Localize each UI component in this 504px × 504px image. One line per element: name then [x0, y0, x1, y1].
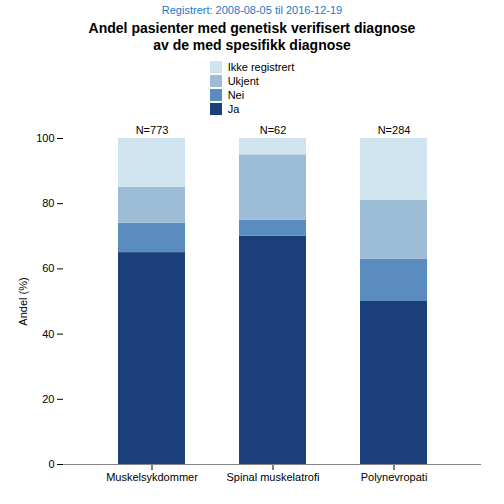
- html-text:Registrert: 2008-08-05 til 201: Registrert: 2008-08-05 til 2016-12-19: [161, 4, 343, 16]
- svg-text:60: 60: [42, 262, 54, 274]
- svg-text:N=62: N=62: [260, 123, 287, 135]
- svg-text:N=773: N=773: [136, 123, 169, 135]
- html-text:Ikke registrert: Ikke registrert: [227, 60, 295, 73]
- svg-text:80: 80: [42, 197, 54, 209]
- html-text:Ja: Ja: [227, 102, 240, 115]
- svg-text:0: 0: [48, 458, 54, 470]
- svg-text:N=284: N=284: [378, 123, 411, 135]
- svg-text:Spinal muskelatrofi: Spinal muskelatrofi: [227, 471, 320, 483]
- svg-text:100: 100: [36, 132, 54, 144]
- svg-text:Muskelsykdommer: Muskelsykdommer: [106, 471, 198, 483]
- svg-text:40: 40: [42, 327, 54, 339]
- svg-text:Andel (%): Andel (%): [17, 277, 29, 325]
- html-text:Andel pasienter med genetisk v: Andel pasienter med genetisk verifisert …: [88, 20, 416, 53]
- svg-text:20: 20: [42, 392, 54, 404]
- svg-text:Polynevropati: Polynevropati: [361, 471, 428, 483]
- html-text:Nei: Nei: [227, 88, 245, 101]
- html-text:Ukjent: Ukjent: [227, 74, 259, 87]
